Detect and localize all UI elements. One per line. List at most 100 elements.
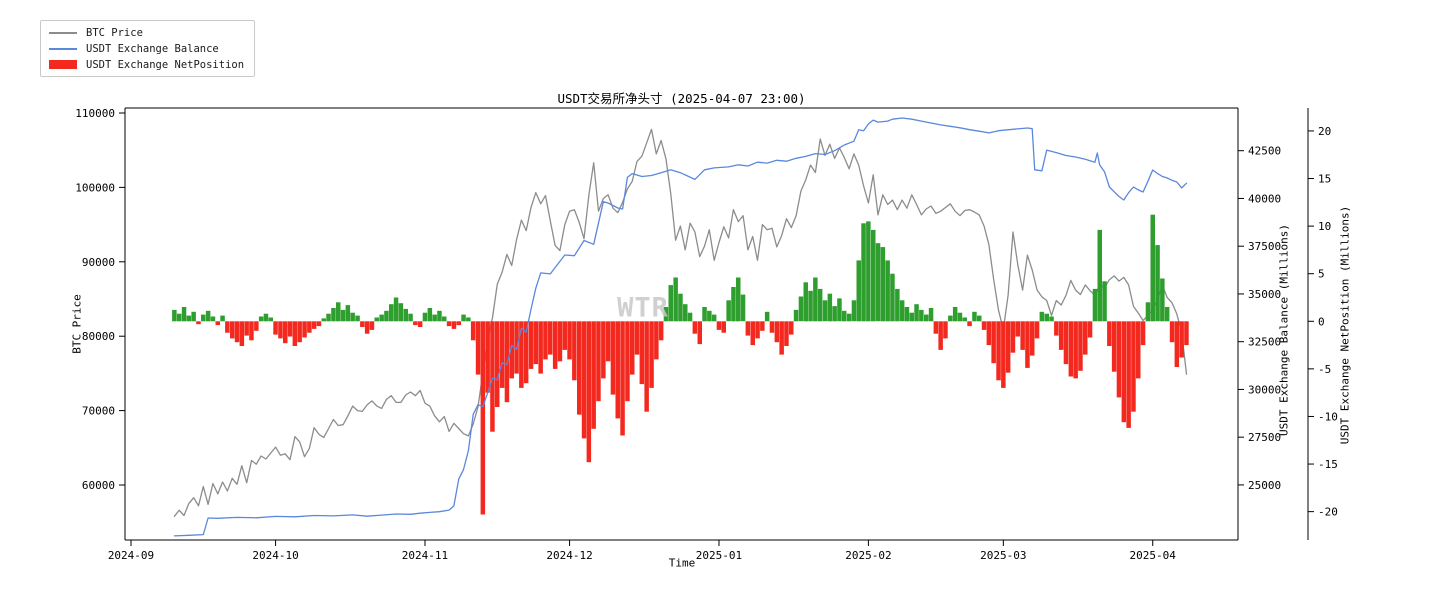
netposition-bar-positive [813, 277, 818, 322]
netposition-bar-positive [437, 310, 442, 322]
netposition-bar-negative [779, 321, 784, 355]
netposition-bar-negative [533, 321, 539, 365]
netposition-bar-positive [1049, 316, 1054, 322]
netposition-bar-positive [827, 293, 833, 322]
netposition-bar-positive [904, 307, 910, 322]
netposition-bar-negative [938, 321, 943, 350]
netposition-bar-positive [740, 294, 746, 322]
btc-price-line-icon [49, 31, 77, 34]
netposition-bar-positive [793, 309, 799, 322]
netposition-bar-negative [1116, 321, 1122, 398]
netposition-bar-negative [1063, 321, 1069, 365]
netposition-bar-negative [1140, 321, 1146, 346]
netposition-bar-negative [755, 321, 760, 339]
netposition-bar-positive [442, 316, 447, 322]
x-tick-label: 2024-09 [108, 549, 154, 562]
netposition-bar-positive [673, 277, 678, 322]
netposition-bar-negative [283, 321, 288, 344]
netposition-bar-negative [1111, 321, 1117, 372]
netposition-bar-positive [919, 309, 924, 322]
usdt-balance-line [173, 117, 1188, 537]
netposition-bar-negative [716, 321, 722, 330]
netposition-bar-negative [451, 321, 457, 329]
netposition-bar-positive [201, 314, 206, 322]
netposition-bar-negative [485, 321, 490, 393]
netposition-bar-negative [567, 321, 572, 360]
netposition-bar-negative [1030, 321, 1035, 356]
netposition-bar-negative [1068, 321, 1074, 377]
usdt-balance-line-icon [49, 47, 77, 50]
netposition-bar-negative [480, 321, 486, 515]
netposition-bar-positive [957, 312, 963, 322]
netposition-bar-negative [986, 321, 992, 346]
netposition-bar-negative [1184, 321, 1189, 346]
netposition-bar-positive [422, 312, 428, 322]
netposition-bar-positive [962, 317, 967, 322]
netposition-bar-negative [1058, 321, 1064, 350]
netposition-bar-negative [307, 321, 312, 333]
netposition-bar-positive [890, 273, 895, 322]
netposition-bar-negative [278, 321, 283, 339]
netposition-bar-positive [393, 297, 399, 322]
netposition-bar-positive [1160, 278, 1165, 322]
netposition-bar-positive [1145, 302, 1151, 322]
netposition-bar-positive [1102, 281, 1107, 322]
netposition-bar-positive [181, 307, 187, 322]
netposition-bar-positive [851, 300, 857, 322]
netposition-bar-positive [389, 304, 394, 322]
netposition-bar-positive [948, 315, 953, 322]
netposition-bar-positive [866, 221, 871, 322]
x-tick-label: 2025-02 [845, 549, 891, 562]
netposition-bar-negative [225, 321, 230, 333]
netposition-bar-negative [760, 321, 765, 331]
netposition-bar-negative [1169, 321, 1175, 343]
netposition-bar-negative [996, 321, 1001, 381]
netposition-bar-positive [822, 300, 828, 322]
btc-tick-label: 110000 [75, 107, 115, 120]
netposition-bar-negative [302, 321, 307, 338]
netposition-bar-negative [1034, 321, 1040, 339]
netposition-bar-positive [702, 307, 707, 322]
netposition-bar-negative [654, 321, 659, 360]
netposition-bar-negative [470, 321, 476, 341]
netposition-bar-negative [519, 321, 524, 388]
netposition-bar-positive [842, 310, 847, 322]
netposition-bar-positive [875, 243, 881, 322]
netposition-bar-negative [596, 321, 601, 402]
netposition-bar-positive [808, 290, 813, 322]
netposition-bar-negative [1005, 321, 1011, 373]
netposition-bar-negative [943, 321, 948, 339]
netposition-bar-negative [610, 321, 616, 395]
netposition-bar-positive [678, 293, 683, 322]
netposition-bar-positive [683, 304, 688, 322]
netposition-bar-positive [909, 312, 914, 322]
netposition-bar-negative [1073, 321, 1078, 379]
netposition-bar-negative [591, 321, 596, 429]
netposition-bar-negative [769, 321, 775, 333]
y-axis-title-usdt-balance: USDT Exchange Balance (Millions) [1277, 224, 1291, 436]
netposition-bar-positive [321, 318, 326, 322]
x-tick-label: 2024-11 [402, 549, 448, 562]
netposition-bar-positive [899, 300, 905, 322]
netposition-bar-negative [1010, 321, 1016, 353]
netposition-bar-negative [721, 321, 726, 333]
netposition-bar-negative [967, 321, 972, 327]
netposition-bar-positive [736, 277, 741, 322]
netposition-bar-positive [928, 308, 934, 322]
netposition-bar-negative [1025, 321, 1030, 368]
netposition-bar-negative [774, 321, 780, 343]
netposition-bar-negative [1121, 321, 1127, 423]
netposition-bar-positive [172, 309, 177, 322]
netposition-bar-negative [692, 321, 698, 334]
netposition-bar-negative [552, 321, 558, 369]
netposition-bar-positive [895, 288, 900, 322]
netposition-bar-positive [466, 317, 471, 322]
legend-label: USDT Exchange Balance [86, 42, 219, 55]
netposition-bar-negative [316, 321, 322, 327]
btc-price-line [173, 128, 1188, 517]
netposition-bar-negative [413, 321, 418, 326]
netposition-bar-negative [601, 321, 606, 379]
netposition-bar-negative [538, 321, 543, 374]
netposition-bar-positive [326, 313, 331, 322]
netposition-bar-positive [220, 315, 225, 322]
